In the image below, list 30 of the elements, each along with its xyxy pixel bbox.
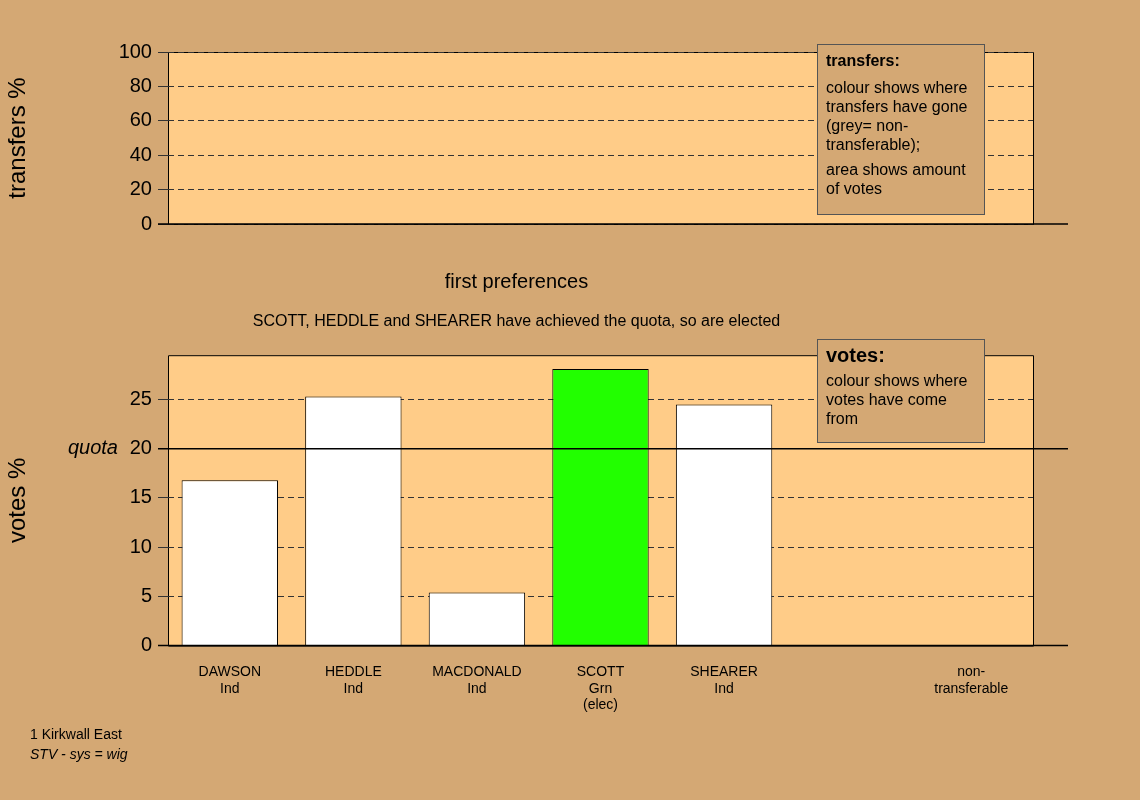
y-tick-label: 20	[129, 177, 152, 200]
x-tick-label: DAWSON Ind	[198, 662, 262, 696]
y-tick-label: 60	[129, 108, 152, 131]
chart-title: first preferences	[444, 269, 589, 292]
text: 1 Kirkwall East	[30, 725, 123, 744]
chart-subtitle: SCOTT, HEDDLE and SHEARER have achieved the quota, so are elected	[252, 312, 781, 330]
x-tick-label: SCOTT Grn (elec)	[576, 662, 625, 713]
y-tick-label: 0	[140, 633, 152, 656]
y-axis-title: transfers %	[3, 77, 31, 199]
y-tick-label: 100	[118, 39, 152, 62]
y-tick-label: 80	[129, 73, 152, 96]
y-tick-label: 20	[129, 436, 152, 459]
x-tick-label: non- transferable	[934, 662, 1009, 696]
annotation: colour shows where votes have come from	[826, 371, 969, 428]
annotation: colour shows where transfers have gone (grey= non-transferable);	[826, 78, 969, 154]
y-tick-label: 5	[140, 583, 152, 606]
ref-line-label: quota	[67, 436, 118, 459]
x-tick-label: SHEARER Ind	[690, 662, 758, 696]
text: STV - sys = wig	[30, 745, 128, 764]
annotation: votes:	[826, 344, 886, 366]
y-tick-label: 0	[140, 211, 152, 234]
y-tick-label: 15	[129, 485, 152, 508]
annotation: transfers:	[826, 51, 901, 70]
x-tick-label: HEDDLE Ind	[324, 662, 382, 696]
y-tick-label: 10	[129, 534, 152, 557]
y-tick-label: 40	[129, 142, 152, 165]
y-tick-label: 25	[129, 387, 152, 410]
x-tick-label: MACDONALD Ind	[432, 662, 522, 696]
y-axis-title: votes %	[3, 457, 31, 544]
annotation: area shows amount of votes	[826, 160, 967, 198]
